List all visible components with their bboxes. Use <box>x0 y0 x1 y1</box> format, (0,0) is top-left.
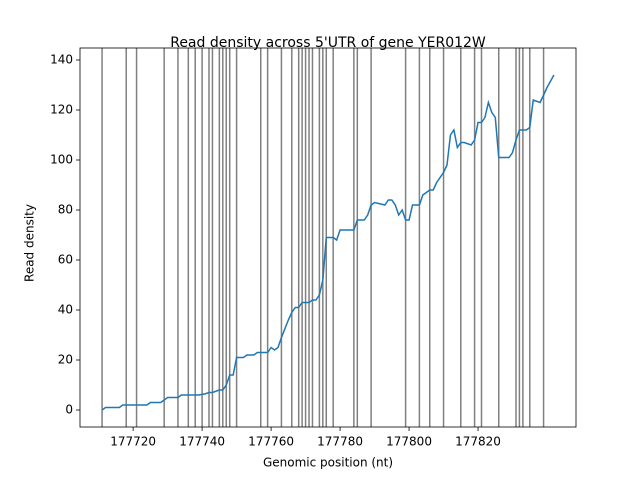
plot-frame <box>79 47 577 428</box>
data-line <box>101 74 555 411</box>
y-tick-label: 80 <box>58 203 73 217</box>
y-tick-label: 60 <box>58 253 73 267</box>
x-tick-label: 177720 <box>110 435 156 449</box>
chart-title: Read density across 5'UTR of gene YER012… <box>170 35 486 51</box>
y-axis-label: Read density <box>23 204 37 282</box>
y-tick-label: 0 <box>65 403 73 417</box>
y-tick-label: 40 <box>58 303 73 317</box>
y-tick-label: 100 <box>50 153 73 167</box>
x-tick-label: 177760 <box>248 435 294 449</box>
x-tick-label: 177820 <box>455 435 501 449</box>
x-tick-label: 177780 <box>317 435 363 449</box>
y-tick-label: 20 <box>58 353 73 367</box>
x-axis-label: Genomic position (nt) <box>263 456 393 470</box>
y-tick-label: 140 <box>50 53 73 67</box>
x-tick-label: 177740 <box>179 435 225 449</box>
x-tick-label: 177800 <box>386 435 432 449</box>
y-tick-label: 120 <box>50 103 73 117</box>
